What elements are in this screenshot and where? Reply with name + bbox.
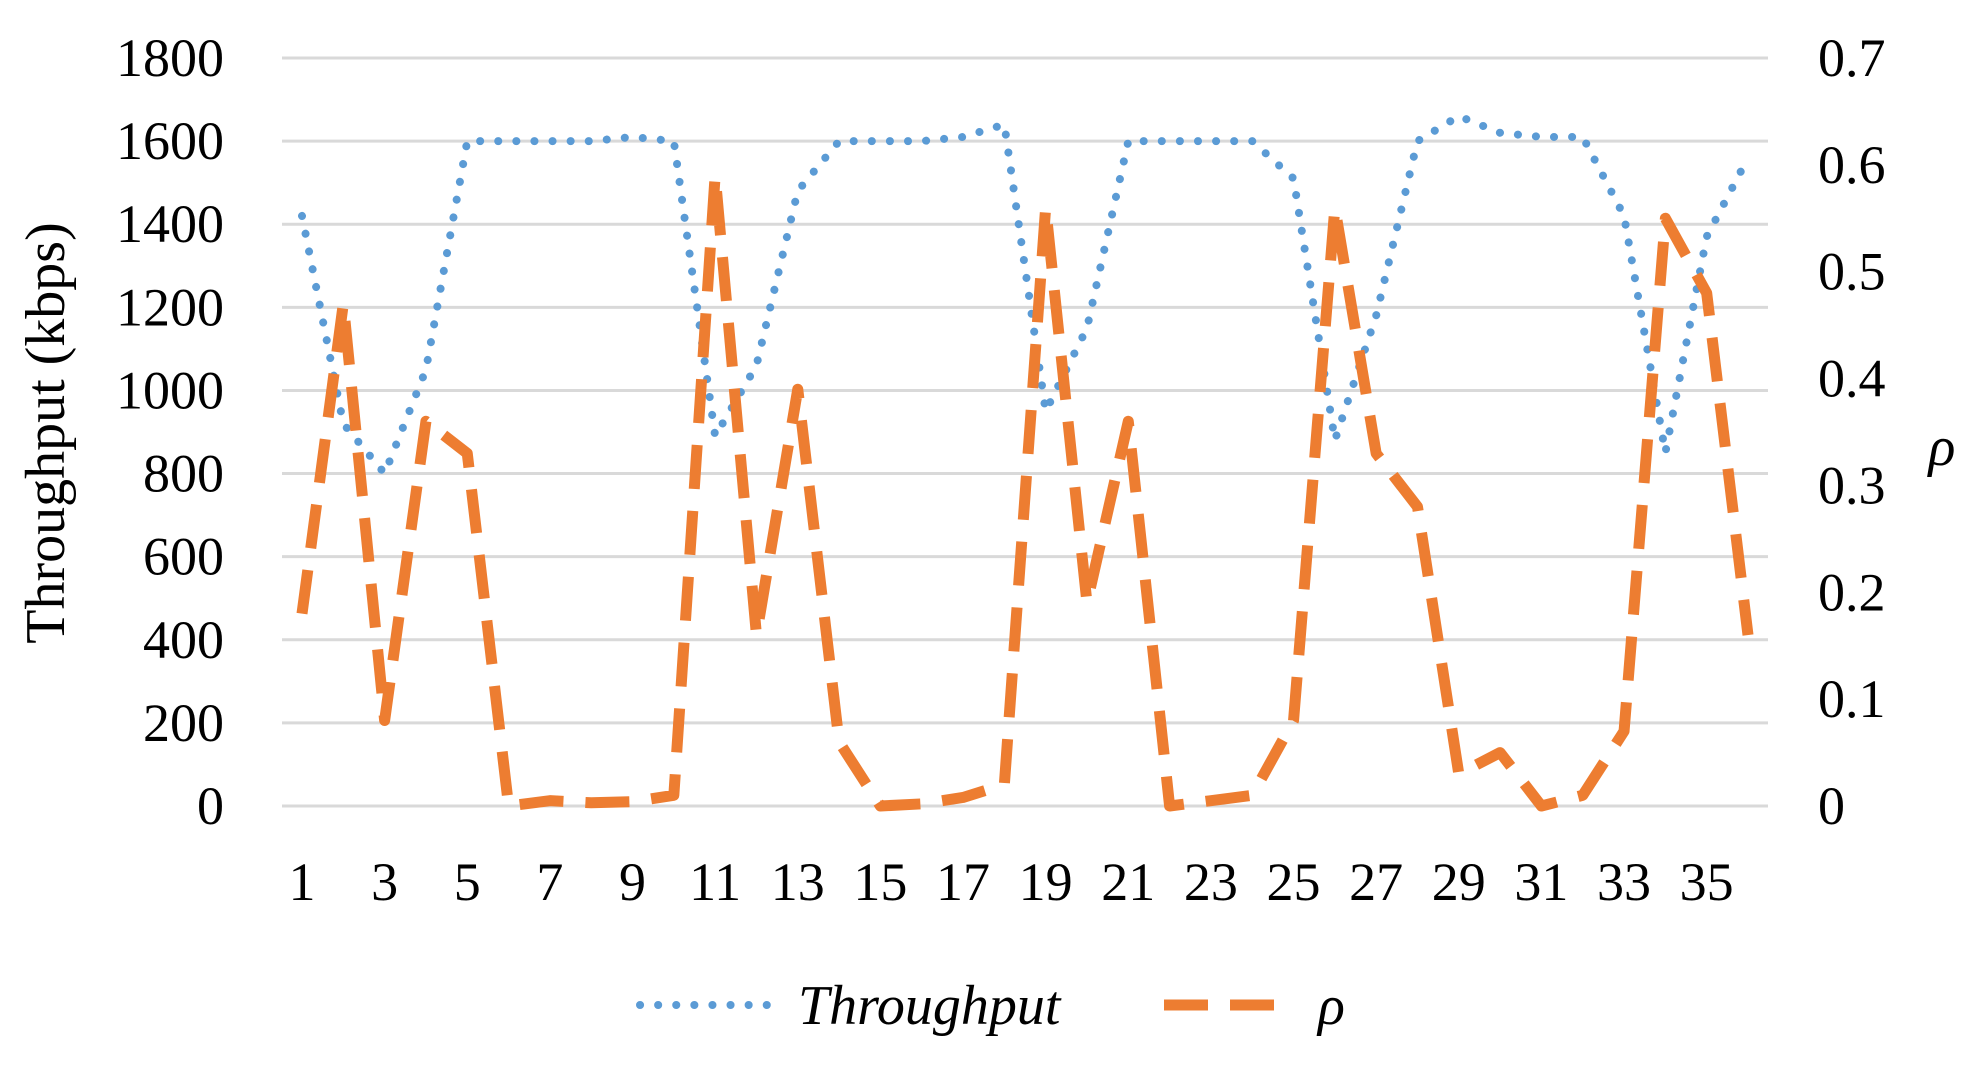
x-tick-label: 33 — [1597, 852, 1651, 912]
legend-label-rho: ρ — [1316, 975, 1345, 1037]
x-tick-label: 3 — [371, 852, 398, 912]
right-axis-title: ρ — [1927, 416, 1956, 478]
left-tick-label: 800 — [143, 444, 224, 504]
left-y-axis-ticks: 0 200 400 600 800 1000 1200 1400 1600 1800 — [116, 28, 224, 836]
x-tick-label: 11 — [689, 852, 741, 912]
right-tick-label: 0.7 — [1818, 28, 1886, 88]
x-tick-label: 1 — [289, 852, 316, 912]
left-tick-label: 1800 — [116, 28, 224, 88]
right-y-axis-ticks: 0 0.1 0.2 0.3 0.4 0.5 0.6 0.7 — [1818, 28, 1886, 836]
x-tick-label: 29 — [1432, 852, 1486, 912]
series-line-rho — [296, 170, 1754, 812]
right-tick-label: 0.5 — [1818, 242, 1886, 302]
right-tick-label: 0.4 — [1818, 349, 1886, 409]
legend-label-throughput: Throughput — [798, 975, 1062, 1037]
left-tick-label: 1400 — [116, 194, 224, 254]
x-tick-label: 7 — [536, 852, 563, 912]
right-tick-label: 0 — [1818, 776, 1845, 836]
x-tick-label: 31 — [1514, 852, 1568, 912]
x-tick-label: 5 — [454, 852, 481, 912]
left-tick-label: 0 — [197, 776, 224, 836]
left-tick-label: 400 — [143, 610, 224, 670]
right-tick-label: 0.1 — [1818, 669, 1886, 729]
left-tick-label: 1200 — [116, 277, 224, 337]
right-tick-label: 0.3 — [1818, 455, 1886, 515]
x-tick-label: 9 — [619, 852, 646, 912]
x-tick-label: 17 — [936, 852, 990, 912]
x-tick-label: 15 — [853, 852, 907, 912]
left-axis-title: Throughput (kbps) — [15, 222, 77, 644]
x-axis-ticks: 1 3 5 7 9 11 13 15 17 19 21 23 25 27 29 31 33 35 — [289, 852, 1734, 912]
x-tick-label: 21 — [1101, 852, 1155, 912]
x-tick-label: 23 — [1184, 852, 1238, 912]
x-tick-label: 19 — [1019, 852, 1073, 912]
series-lines — [296, 112, 1754, 812]
x-tick-label: 27 — [1349, 852, 1403, 912]
gridlines — [282, 56, 1768, 808]
left-tick-label: 200 — [143, 693, 224, 753]
left-tick-label: 1000 — [116, 360, 224, 420]
x-tick-label: 35 — [1680, 852, 1734, 912]
right-tick-label: 0.2 — [1818, 562, 1886, 622]
x-tick-label: 13 — [771, 852, 825, 912]
right-tick-label: 0.6 — [1818, 135, 1886, 195]
legend: Throughput ρ — [636, 975, 1345, 1037]
left-tick-label: 1600 — [116, 111, 224, 171]
left-tick-label: 600 — [143, 527, 224, 587]
x-tick-label: 25 — [1267, 852, 1321, 912]
